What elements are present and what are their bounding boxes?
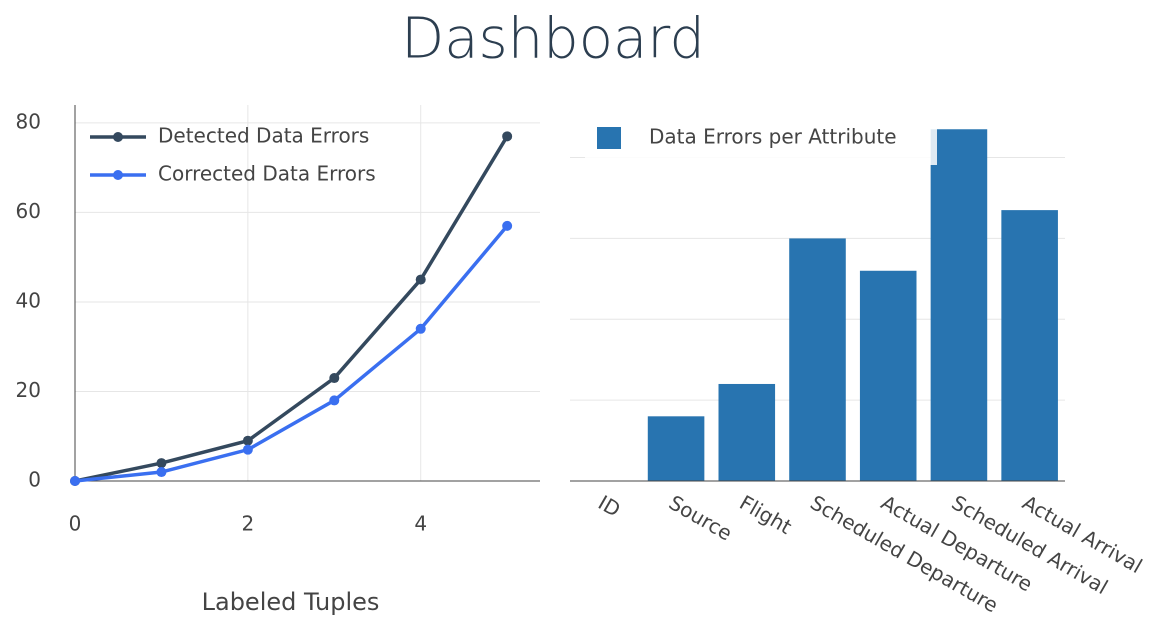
point xyxy=(70,476,80,486)
point xyxy=(502,131,513,142)
x-tick-label: ID xyxy=(594,490,624,521)
point xyxy=(415,323,426,334)
page-title: Dashboard xyxy=(401,6,705,71)
bar xyxy=(789,238,846,481)
y-tick-label: 40 xyxy=(16,288,41,312)
point xyxy=(329,373,340,384)
x-tick-label: Flight xyxy=(736,490,796,539)
x-tick-label: 0 xyxy=(69,512,82,536)
y-tick-label: 60 xyxy=(16,199,41,223)
x-tick-label: 2 xyxy=(241,512,254,536)
point xyxy=(156,458,167,469)
point xyxy=(156,467,167,478)
y-tick-label: 80 xyxy=(16,109,41,133)
legend-background xyxy=(585,105,937,165)
y-tick-label: 20 xyxy=(16,378,41,402)
bar xyxy=(859,270,917,481)
point xyxy=(242,435,253,446)
legend-swatch xyxy=(597,127,621,149)
point xyxy=(329,395,340,406)
legend-marker xyxy=(113,132,123,142)
bar xyxy=(1001,210,1058,481)
legend-label: Corrected Data Errors xyxy=(158,162,376,186)
line xyxy=(74,224,509,483)
legend-marker xyxy=(113,170,123,180)
x-axis-label: Labeled Tuples xyxy=(202,588,380,616)
x-tick-label: 4 xyxy=(414,512,427,536)
point xyxy=(415,274,426,285)
point xyxy=(502,220,513,231)
line xyxy=(74,135,509,483)
legend-label: Data Errors per Attribute xyxy=(649,125,897,149)
legend-label: Detected Data Errors xyxy=(158,124,369,148)
bar xyxy=(930,129,988,482)
point xyxy=(242,444,253,455)
x-tick-label: Source xyxy=(665,490,736,545)
y-tick-label: 0 xyxy=(28,468,41,492)
bar xyxy=(718,383,776,481)
bar xyxy=(647,416,705,481)
